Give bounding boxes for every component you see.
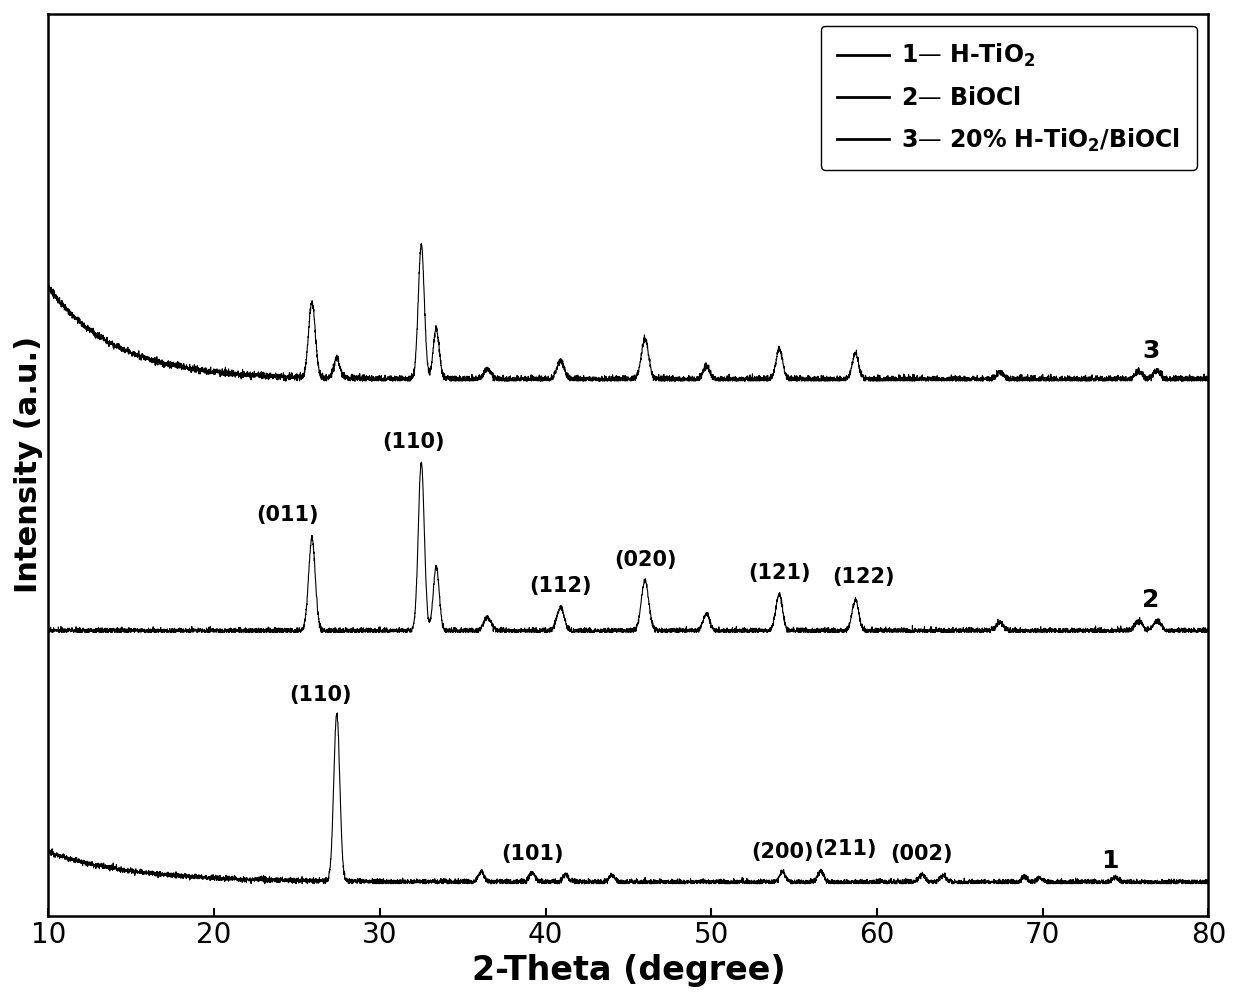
- Text: (002): (002): [890, 844, 954, 864]
- Y-axis label: Intensity (a.u.): Intensity (a.u.): [14, 336, 43, 594]
- Text: 3: 3: [1142, 338, 1159, 362]
- X-axis label: 2-Theta (degree): 2-Theta (degree): [471, 954, 785, 987]
- Text: (200): (200): [751, 842, 813, 862]
- Text: (211): (211): [815, 839, 877, 859]
- Text: (110): (110): [289, 685, 351, 705]
- Text: 1: 1: [1101, 849, 1118, 873]
- Text: (121): (121): [748, 564, 811, 584]
- Text: (112): (112): [529, 576, 591, 596]
- Text: 2: 2: [1142, 588, 1159, 612]
- Text: (110): (110): [382, 432, 444, 452]
- Legend: 1— $\bf{H}$-$\bf{TiO_2}$, 2— $\bf{BiOCl}$, 3— $\bf{20\%\ H}$-$\bf{TiO_2/BiOCl}$: 1— $\bf{H}$-$\bf{TiO_2}$, 2— $\bf{BiOCl}…: [821, 26, 1197, 170]
- Text: (020): (020): [614, 551, 676, 571]
- Text: (122): (122): [832, 568, 895, 588]
- Text: (101): (101): [501, 844, 563, 864]
- Text: (011): (011): [255, 506, 319, 526]
